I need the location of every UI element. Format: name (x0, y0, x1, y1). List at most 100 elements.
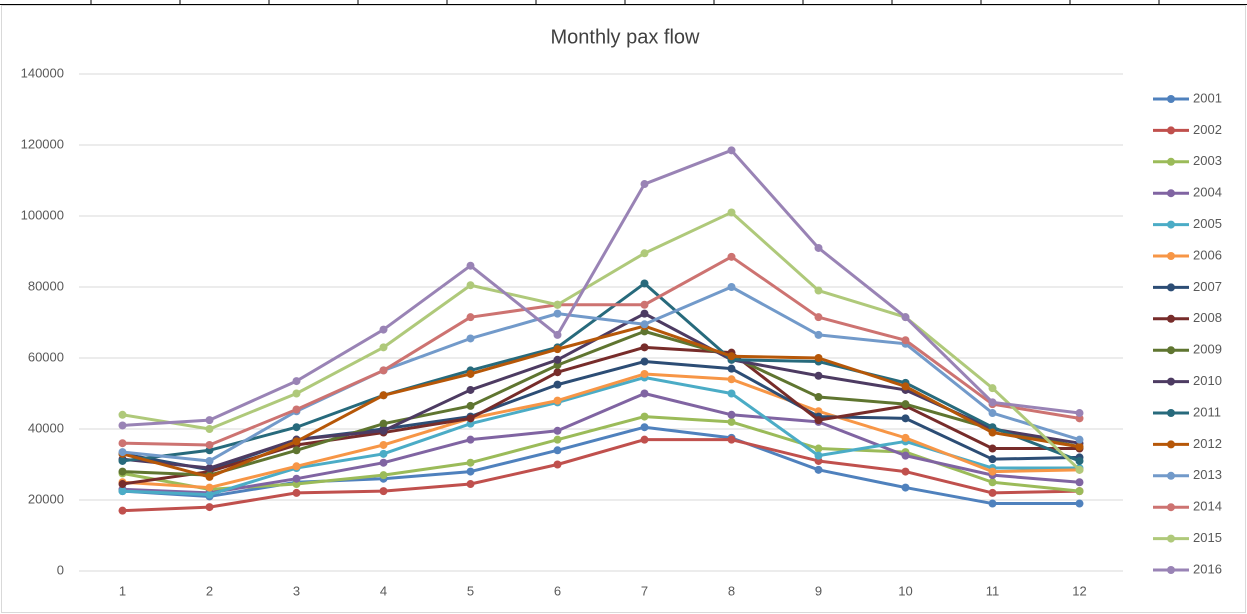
x-tick-label: 7 (641, 583, 648, 598)
data-point (379, 440, 388, 449)
data-point (379, 343, 388, 352)
y-tick-label: 100000 (21, 207, 64, 222)
series-line (122, 425, 1080, 506)
legend-label: 2011 (1193, 404, 1221, 419)
data-point (118, 421, 127, 430)
x-tick-label: 3 (293, 583, 300, 598)
data-point (640, 343, 649, 352)
legend-label: 2012 (1193, 436, 1222, 451)
data-point (466, 385, 475, 394)
series-line (122, 376, 1080, 497)
series-line (122, 415, 1080, 493)
data-point (727, 208, 736, 217)
data-point (205, 503, 214, 512)
data-point (118, 467, 127, 476)
data-point (727, 435, 736, 444)
y-tick-label: 20000 (28, 491, 64, 506)
x-tick-label: 6 (554, 583, 561, 598)
data-point (640, 309, 649, 318)
data-point (1075, 435, 1084, 444)
legend-marker (1167, 283, 1175, 292)
data-point (205, 472, 214, 481)
legend-label: 2010 (1193, 373, 1222, 388)
data-point (292, 423, 301, 432)
data-point (466, 261, 475, 270)
data-point (205, 425, 214, 433)
data-point (727, 364, 736, 373)
data-point (205, 464, 214, 473)
legend-marker (1167, 126, 1175, 135)
y-tick-label: 0 (57, 562, 64, 577)
data-point (118, 456, 127, 465)
data-point (553, 446, 562, 455)
data-point (1075, 465, 1084, 474)
legend-marker (1167, 534, 1175, 543)
legend-label: 2013 (1193, 467, 1222, 482)
data-point (553, 309, 562, 318)
data-point (814, 393, 823, 402)
chart-title: Monthly pax flow (551, 26, 701, 48)
x-tick-label: 12 (1072, 583, 1086, 598)
data-point (553, 426, 562, 435)
data-point (205, 416, 214, 425)
data-point (814, 313, 823, 322)
legend-marker (1167, 157, 1175, 166)
legend-label: 2014 (1193, 499, 1222, 514)
data-point (1075, 409, 1084, 418)
data-point (466, 480, 475, 489)
data-point (379, 325, 388, 334)
data-point (901, 336, 910, 345)
legend-label: 2003 (1193, 153, 1222, 168)
x-tick-label: 4 (380, 583, 387, 598)
data-point (988, 467, 997, 476)
data-point (553, 300, 562, 309)
data-point (1075, 456, 1084, 465)
x-tick-label: 8 (728, 583, 735, 598)
data-point (118, 487, 127, 496)
chart-border (1, 5, 1246, 613)
data-point (292, 446, 301, 455)
data-point (640, 389, 649, 398)
data-point (727, 389, 736, 398)
legend-label: 2009 (1193, 342, 1222, 357)
data-point (466, 281, 475, 290)
data-point (553, 368, 562, 377)
data-point (292, 474, 301, 483)
series-line (122, 281, 1081, 463)
series-line (122, 210, 1081, 471)
data-point (553, 396, 562, 405)
data-point (640, 369, 649, 378)
data-point (466, 467, 475, 476)
data-point (118, 439, 127, 448)
data-point (727, 283, 736, 291)
data-point (988, 398, 997, 407)
legend-marker (1167, 314, 1175, 323)
x-tick-label: 10 (898, 583, 912, 598)
series-line (122, 329, 1080, 477)
data-point (1075, 487, 1084, 496)
legend-label: 2001 (1193, 90, 1222, 105)
x-tick-label: 9 (815, 583, 822, 598)
data-point (466, 334, 475, 343)
x-tick-label: 2 (206, 583, 213, 598)
x-tick-label: 5 (467, 583, 474, 598)
data-point (640, 357, 649, 366)
legend-marker (1167, 95, 1175, 103)
data-point (466, 401, 475, 410)
y-tick-label: 40000 (28, 420, 64, 435)
data-point (901, 414, 910, 423)
data-point (118, 506, 127, 515)
data-point (727, 410, 736, 419)
data-point (379, 419, 388, 428)
data-point (640, 435, 649, 444)
legend-label: 2015 (1193, 530, 1222, 545)
data-point (553, 380, 562, 389)
data-point (553, 460, 562, 469)
data-point (901, 313, 910, 322)
data-point (118, 480, 127, 489)
legend-marker (1167, 440, 1175, 449)
data-point (901, 433, 910, 442)
legend-marker (1167, 471, 1175, 480)
data-point (553, 355, 562, 364)
legend-label: 2007 (1193, 279, 1222, 294)
